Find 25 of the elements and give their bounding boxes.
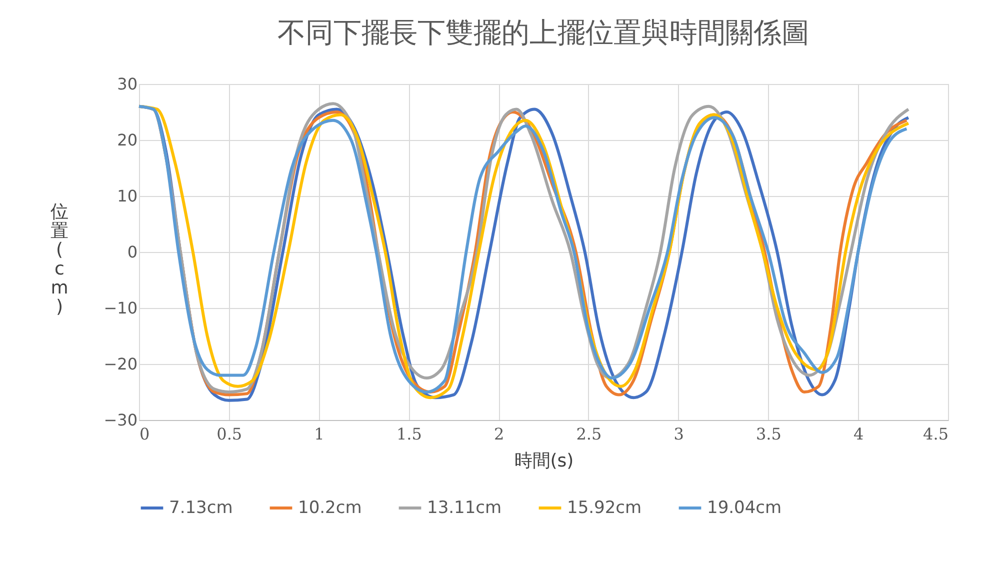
y-tick-label: 30 — [117, 74, 138, 94]
y-axis-title: 位置(cm) — [50, 202, 68, 318]
x-tick-label: 4 — [854, 424, 864, 444]
x-tick-label: 0 — [140, 424, 150, 444]
y-tick-label: −10 — [104, 298, 138, 318]
x-tick-label: 4.5 — [923, 424, 948, 444]
y-tick-label: 20 — [117, 130, 138, 150]
legend-label: 19.04cm — [707, 498, 782, 518]
legend-label: 13.11cm — [427, 498, 502, 518]
chart-title: 不同下擺長下雙擺的上擺位置與時間關係圖 — [278, 16, 810, 49]
legend-label: 10.2cm — [298, 498, 362, 518]
x-tick-label: 1.5 — [396, 424, 422, 444]
x-tick-label: 3.5 — [756, 424, 782, 444]
y-tick-label: 10 — [117, 186, 138, 206]
x-tick-label: 1 — [314, 424, 324, 444]
y-tick-label: 0 — [127, 242, 138, 262]
x-tick-label: 0.5 — [216, 424, 242, 444]
y-tick-label: −20 — [104, 354, 138, 374]
legend-label: 15.92cm — [567, 498, 642, 518]
x-tick-label: 2.5 — [576, 424, 602, 444]
x-tick-label: 2 — [494, 424, 504, 444]
x-axis-title: 時間(s) — [514, 450, 574, 472]
y-tick-label: −30 — [104, 410, 138, 430]
legend-label: 7.13cm — [169, 498, 233, 518]
x-tick-label: 3 — [674, 424, 684, 444]
